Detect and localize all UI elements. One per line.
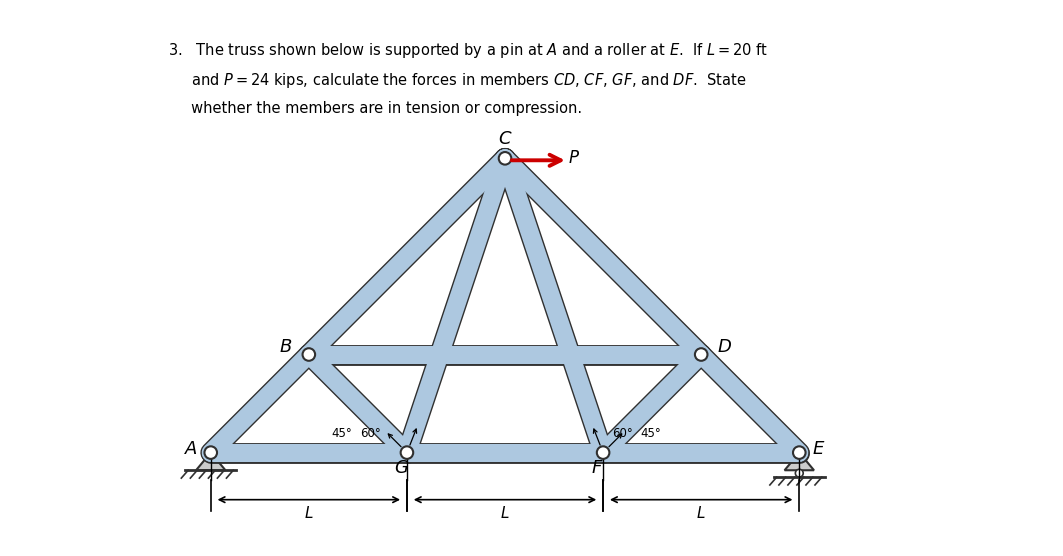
Circle shape — [695, 348, 708, 361]
Text: $L$: $L$ — [304, 505, 314, 520]
Text: $L$: $L$ — [696, 505, 706, 520]
Circle shape — [204, 446, 217, 459]
Circle shape — [303, 348, 315, 361]
Text: 3.   The truss shown below is supported by a pin at $A$ and a roller at $E$.  If: 3. The truss shown below is supported by… — [168, 41, 767, 59]
Text: $B$: $B$ — [279, 337, 292, 356]
Circle shape — [401, 446, 414, 459]
Text: and $P = 24$ kips, calculate the forces in members $CD$, $CF$, $GF$, and $DF$.  : and $P = 24$ kips, calculate the forces … — [168, 71, 746, 90]
Text: 60°: 60° — [612, 428, 634, 440]
Circle shape — [793, 446, 806, 459]
Text: $G$: $G$ — [393, 459, 408, 477]
Circle shape — [596, 446, 609, 459]
Text: $L$: $L$ — [501, 505, 510, 520]
Text: $E$: $E$ — [812, 440, 826, 458]
Text: $P$: $P$ — [568, 150, 579, 167]
Text: $F$: $F$ — [591, 459, 604, 477]
Text: $D$: $D$ — [718, 337, 732, 356]
Polygon shape — [196, 453, 225, 470]
Text: $A$: $A$ — [184, 440, 198, 458]
Circle shape — [499, 152, 511, 165]
Polygon shape — [784, 453, 814, 470]
Text: 60°: 60° — [360, 428, 381, 440]
Text: 45°: 45° — [332, 428, 353, 440]
Text: $C$: $C$ — [497, 130, 512, 148]
Circle shape — [795, 469, 804, 477]
Text: whether the members are in tension or compression.: whether the members are in tension or co… — [168, 101, 581, 116]
Text: 45°: 45° — [641, 428, 661, 440]
